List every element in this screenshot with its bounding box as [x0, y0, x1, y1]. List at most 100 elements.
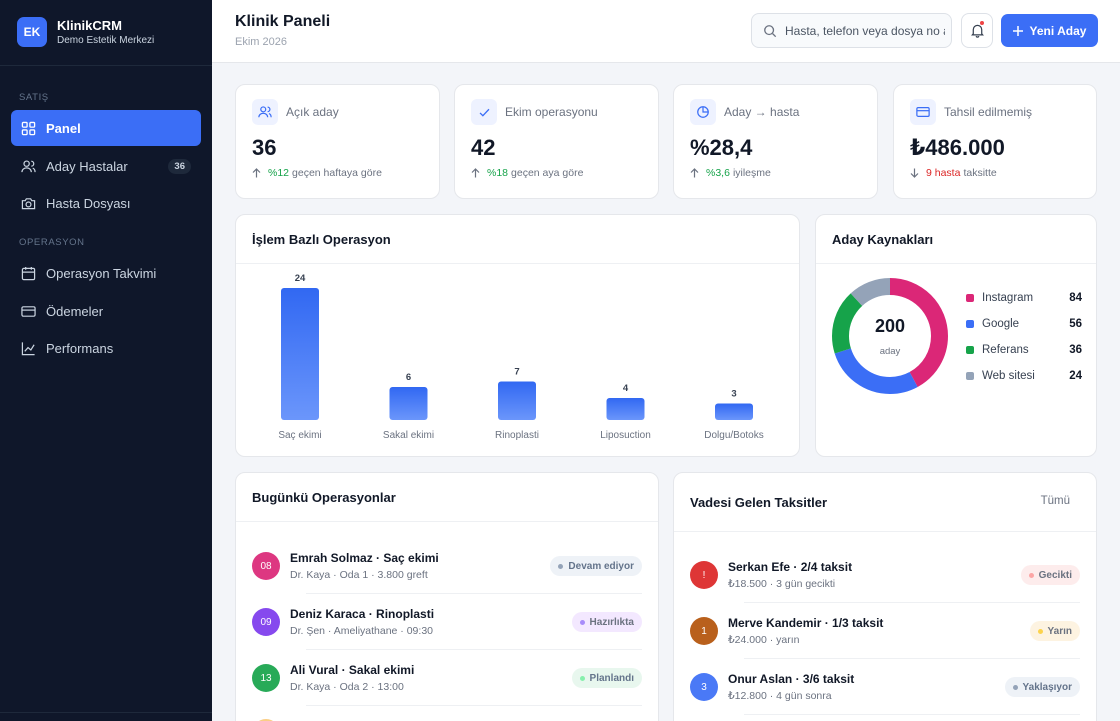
due-installments-card: Vadesi Gelen Taksitler Tümü ! Serkan Efe… — [673, 472, 1097, 721]
status-badge: Hazırlıkta — [571, 612, 642, 632]
legend-value: 36 — [1069, 344, 1082, 356]
page-title: Klinik Paneli — [235, 13, 331, 30]
donut-slice[interactable] — [832, 278, 948, 394]
sidebar-section-sales: SATIŞ — [19, 92, 49, 103]
sidebar-divider — [0, 65, 212, 66]
kpi-card-uncollected: Tahsil edilmemiş ₺486.000 9 hasta taksit… — [893, 84, 1097, 199]
top-header: Klinik Paneli Ekim 2026 Yeni Aday — [212, 0, 1120, 63]
row-divider — [744, 714, 1080, 715]
list-item[interactable]: 09 Deniz Karaca · Rinoplasti Dr. Şen · A… — [252, 594, 642, 650]
sidebar-item-label: Panel — [46, 120, 81, 136]
list-item[interactable]: 3 Onur Aslan · 3/6 taksit ₺12.800 · 4 gü… — [690, 659, 1080, 715]
card-title: Aday Kaynakları — [832, 232, 934, 247]
card-divider — [236, 521, 658, 522]
sidebar-item-operasyon-takvimi[interactable]: Operasyon Takvimi — [11, 255, 201, 291]
legend-swatch — [966, 294, 974, 302]
status-dot — [1012, 684, 1018, 690]
avatar: ! — [690, 561, 718, 589]
sidebar-item-aday-hastalar[interactable]: Aday Hastalar 36 — [11, 148, 201, 184]
bar[interactable] — [498, 381, 536, 421]
row-divider — [744, 658, 1080, 659]
bar[interactable] — [281, 288, 319, 420]
legend-item: Google 56 — [966, 316, 1082, 332]
kpi-delta-text: geçen haftaya göre — [292, 167, 382, 179]
legend-item: Instagram 84 — [966, 290, 1082, 306]
status-text: Gecikti — [1038, 569, 1072, 581]
kpi-delta: 9 hasta — [926, 167, 961, 179]
count-badge: 36 — [168, 159, 191, 174]
donut-slice[interactable] — [832, 278, 948, 394]
kpi-delta-text: taksitte — [963, 167, 997, 179]
arrow-up-icon — [690, 168, 699, 178]
row-subtitle: Dr. Şen · Ameliyathane · 09:30 — [290, 625, 433, 637]
credit-card-icon — [910, 99, 936, 125]
row-title: Onur Aslan · 3/6 taksit — [728, 672, 855, 686]
sidebar: EK KlinikCRM Demo Estetik Merkezi SATIŞ … — [0, 0, 212, 721]
bar[interactable] — [389, 387, 428, 420]
list-item[interactable]: 13 Ali Vural · Sakal ekimi Dr. Kaya · Od… — [252, 650, 642, 706]
avatar: 09 — [252, 608, 280, 636]
list-item[interactable]: 08 Emrah Solmaz · Saç ekimi Dr. Kaya · O… — [252, 538, 642, 594]
view-all-link[interactable]: Tümü — [1040, 495, 1070, 507]
status-dot — [558, 563, 564, 569]
status-text: Yarın — [1047, 625, 1072, 637]
donut-total-label: aday — [879, 346, 901, 357]
x-tick-label: Saç ekimi — [278, 430, 321, 441]
new-lead-label: Yeni Aday — [1029, 23, 1087, 38]
todays-operations-card: Bugünkü Operasyonlar 08 Emrah Solmaz · S… — [235, 472, 659, 721]
arrow-up-icon — [471, 168, 480, 178]
status-badge: Devam ediyor — [550, 556, 642, 576]
sidebar-item-label: Operasyon Takvimi — [46, 265, 157, 281]
x-tick-label: Sakal ekimi — [383, 430, 434, 441]
new-lead-button[interactable]: Yeni Aday — [1001, 14, 1098, 47]
search-input[interactable] — [785, 23, 945, 38]
donut-slice[interactable] — [832, 278, 948, 394]
status-text: Planlandı — [589, 672, 634, 684]
kpi-card-conversion: Aday → hasta %28,4 %3,6 iyileşme — [673, 84, 878, 199]
row-title: Merve Kandemir · 1/3 taksit — [728, 616, 884, 630]
kpi-delta: %3,6 — [706, 167, 730, 179]
users-icon — [21, 159, 36, 172]
donut-total: 200 — [874, 316, 906, 336]
bar[interactable] — [606, 398, 645, 420]
status-badge: Gecikti — [1020, 565, 1080, 585]
notifications-button[interactable] — [961, 13, 993, 48]
sidebar-item-label: Hasta Dosyası — [46, 195, 131, 211]
sidebar-item-performans[interactable]: Performans — [11, 330, 201, 366]
donut-chart — [832, 278, 948, 394]
row-subtitle: Dr. Kaya · Oda 2 · 13:00 — [290, 681, 404, 693]
legend-label: Referans — [982, 344, 1029, 356]
legend-value: 56 — [1069, 318, 1082, 330]
card-title: Bugünkü Operasyonlar — [252, 490, 396, 505]
avatar: 08 — [252, 552, 280, 580]
bell-icon — [970, 24, 984, 38]
kpi-delta-text: geçen aya göre — [511, 167, 584, 179]
operations-by-procedure-card: İşlem Bazlı Operasyon 24 Saç ekimi 6 Sakal … — [235, 214, 800, 457]
legend-value: 84 — [1069, 292, 1082, 304]
brand[interactable]: EK KlinikCRM Demo Estetik Merkezi — [17, 17, 154, 47]
sidebar-item-label: Aday Hastalar — [46, 158, 128, 174]
legend-swatch — [966, 346, 974, 354]
sidebar-item-hasta-dosyasi[interactable]: Hasta Dosyası — [11, 185, 201, 221]
row-title: Serkan Efe · 2/4 taksit — [728, 560, 853, 574]
brand-name: KlinikCRM — [57, 17, 122, 33]
list-item[interactable]: ! Serkan Efe · 2/4 taksit ₺18.500 · 3 gü… — [690, 547, 1080, 603]
bar[interactable] — [715, 403, 753, 421]
avatar: 3 — [690, 673, 718, 701]
pie-icon — [690, 99, 716, 125]
kpi-card-open-leads: Açık aday 36 %12 geçen haftaya göre — [235, 84, 440, 199]
row-title: Ali Vural · Sakal ekimi — [290, 663, 415, 677]
kpi-value: 42 — [471, 135, 496, 160]
search-box[interactable] — [751, 13, 952, 48]
sidebar-item-odemeler[interactable]: Ödemeler — [11, 293, 201, 329]
status-badge: Planlandı — [571, 668, 642, 688]
row-title: Emrah Solmaz · Saç ekimi — [290, 551, 439, 565]
row-title: Deniz Karaca · Rinoplasti — [290, 607, 435, 621]
row-subtitle: ₺18.500 · 3 gün gecikti — [728, 578, 836, 590]
sidebar-item-panel[interactable]: Panel — [11, 110, 201, 146]
list-item[interactable]: 1 Merve Kandemir · 1/3 taksit ₺24.000 · … — [690, 603, 1080, 659]
row-subtitle: Dr. Kaya · Oda 1 · 3.800 greft — [290, 569, 428, 581]
x-tick-label: Rinoplasti — [495, 430, 539, 441]
kpi-value: %28,4 — [690, 135, 753, 160]
line-chart-icon — [21, 341, 35, 355]
